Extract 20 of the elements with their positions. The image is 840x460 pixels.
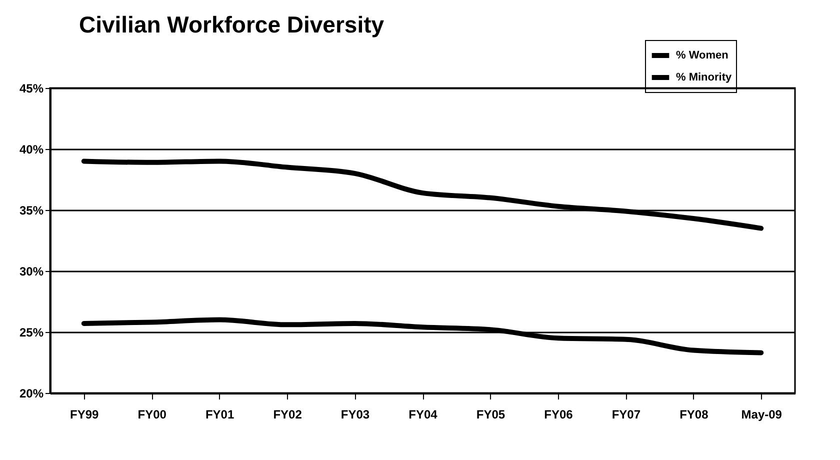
x-tick-label: FY99 — [70, 408, 100, 422]
x-tick-label: FY01 — [205, 408, 234, 422]
x-tick-label: FY05 — [476, 408, 506, 422]
y-tick-label: 20% — [19, 386, 44, 400]
y-tick-label: 40% — [19, 142, 44, 156]
y-tick-label: 35% — [19, 204, 44, 218]
chart-title: Civilian Workforce Diversity — [78, 12, 384, 38]
y-tick-label: 25% — [19, 326, 44, 340]
y-tick-label: 30% — [19, 264, 44, 278]
x-tick-label: FY00 — [138, 408, 167, 422]
x-tick-label: FY04 — [408, 408, 438, 422]
legend-label: % Minority — [676, 72, 732, 84]
y-tick-label: 45% — [19, 82, 44, 96]
x-tick-label: FY08 — [680, 408, 709, 422]
legend-label: % Women — [676, 50, 729, 62]
x-tick-label: May-09 — [741, 408, 782, 422]
x-tick-label: FY07 — [612, 408, 641, 422]
x-tick-label: FY03 — [340, 408, 370, 422]
x-tick-label: FY02 — [273, 408, 302, 422]
x-tick-label: FY06 — [544, 408, 574, 422]
